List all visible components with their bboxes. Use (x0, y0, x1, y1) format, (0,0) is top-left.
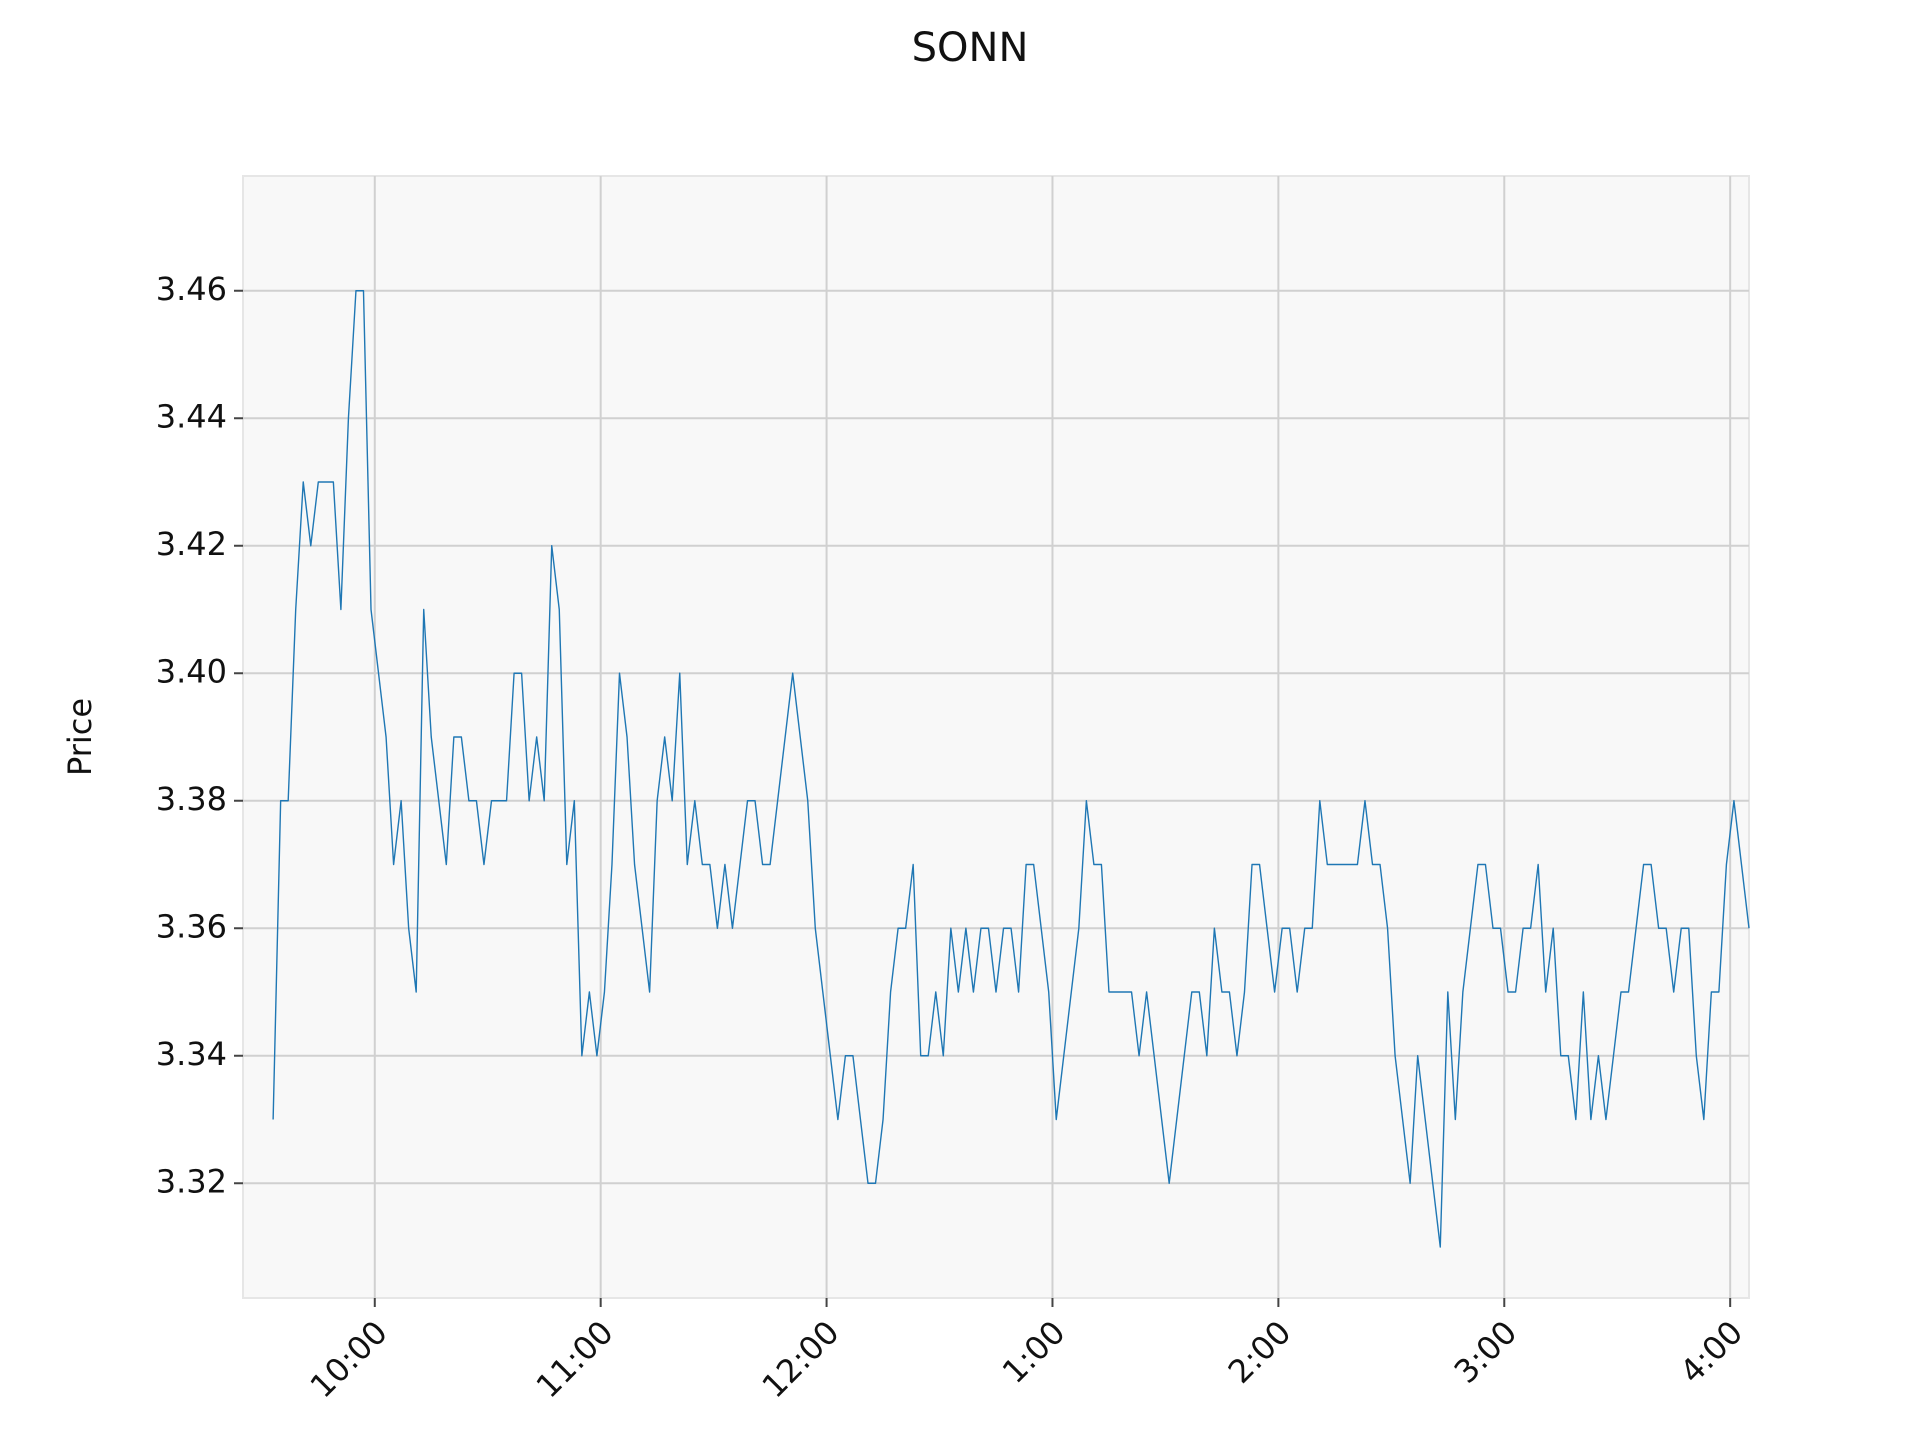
y-tick-label: 3.42 (156, 525, 227, 563)
chart-title: SONN (912, 25, 1029, 71)
price-line (272, 290, 1750, 1248)
y-tick-label: 3.40 (156, 652, 227, 690)
y-axis-label: Price (61, 698, 99, 776)
y-tick-label: 3.36 (156, 907, 227, 945)
y-tick-label: 3.38 (156, 780, 227, 818)
y-tick-label: 3.34 (156, 1035, 227, 1073)
plot-area (242, 175, 1750, 1299)
y-tick-label: 3.32 (156, 1162, 227, 1200)
y-tick-label: 3.46 (156, 270, 227, 308)
y-tick-label: 3.44 (156, 397, 227, 435)
